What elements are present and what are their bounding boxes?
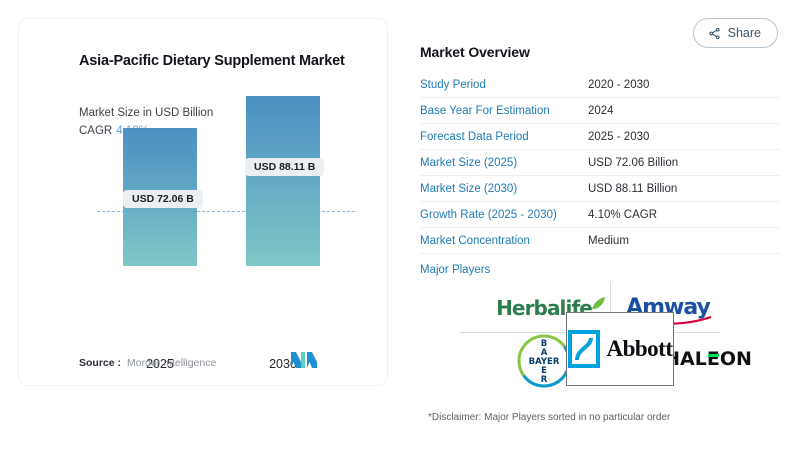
row-key: Growth Rate (2025 - 2030) (420, 208, 557, 221)
row-value: 2020 - 2030 (588, 78, 650, 91)
overview-row-forecast-period: Forecast Data Period 2025 - 2030 (420, 124, 780, 150)
source-label: Source : (79, 357, 122, 369)
overview-row-growth-rate: Growth Rate (2025 - 2030) 4.10% CAGR (420, 202, 780, 228)
logo-grid-vertical-divider (610, 282, 611, 330)
major-players-label: Major Players (420, 264, 491, 276)
svg-text:A: A (541, 348, 548, 358)
bar-2030 (246, 96, 320, 266)
row-key: Market Concentration (420, 234, 530, 247)
row-value: USD 88.11 Billion (588, 182, 678, 195)
overview-row-market-concentration: Market Concentration Medium (420, 228, 780, 254)
chart-source: Source : Mordor Intelligence (79, 357, 216, 369)
chart-card: Asia-Pacific Dietary Supplement Market M… (18, 18, 388, 386)
bayer-cross-logo: B A BAYER E R (517, 334, 571, 388)
row-key: Study Period (420, 78, 486, 91)
haleon-accent-bar (708, 353, 720, 357)
share-button[interactable]: Share (692, 18, 778, 48)
abbott-wordmark: Abbott (606, 336, 673, 361)
chart-plot-area: USD 72.06 B USD 88.11 B 2025 2030 (19, 19, 387, 385)
player-logo-abbott: Abbott (566, 312, 674, 386)
row-key: Base Year For Estimation (420, 104, 550, 117)
herbalife-leaf-icon (591, 297, 605, 309)
row-key: Market Size (2030) (420, 182, 518, 195)
bar-label-2025: USD 72.06 B (123, 190, 203, 208)
disclaimer-text: *Disclaimer: Major Players sorted in no … (428, 412, 671, 423)
row-value: USD 72.06 Billion (588, 156, 679, 169)
overview-row-market-size-2030: Market Size (2030) USD 88.11 Billion (420, 176, 780, 202)
chart-subtitle: Market Size in USD Billion (79, 107, 214, 119)
row-value: 2024 (588, 104, 614, 117)
bar-label-2030: USD 88.11 B (245, 158, 325, 176)
mordor-intelligence-logo (291, 352, 317, 373)
chart-title: Asia-Pacific Dietary Supplement Market (79, 53, 345, 69)
row-value: Medium (588, 234, 629, 247)
haleon-wordmark: HALEON (664, 347, 752, 370)
chart-cagr-label: CAGR (79, 125, 113, 137)
svg-text:B: B (541, 339, 547, 349)
row-value: 4.10% CAGR (588, 208, 658, 221)
source-name: Mordor Intelligence (127, 357, 217, 369)
overview-row-study-period: Study Period 2020 - 2030 (420, 72, 780, 98)
overview-row-market-size-2025: Market Size (2025) USD 72.06 Billion (420, 150, 780, 176)
row-key: Market Size (2025) (420, 156, 518, 169)
share-button-label: Share (727, 26, 761, 40)
player-logo-haleon: HALEON (660, 338, 756, 380)
x-tick-2025: 2025 (146, 357, 174, 371)
overview-row-base-year: Base Year For Estimation 2024 (420, 98, 780, 124)
row-key: Forecast Data Period (420, 130, 529, 143)
x-tick-2030: 2030 (269, 357, 297, 371)
reference-dashed-line (97, 211, 355, 212)
overview-title: Market Overview (420, 44, 530, 60)
player-logo-bayer: B A BAYER E R (504, 334, 584, 388)
share-icon (708, 27, 721, 40)
svg-text:R: R (541, 375, 548, 385)
abbott-a-icon (568, 330, 601, 368)
svg-text:BAYER: BAYER (529, 357, 560, 367)
market-overview-panel: Market Overview Study Period 2020 - 2030… (420, 44, 780, 276)
svg-text:E: E (541, 366, 547, 376)
row-value: 2025 - 2030 (588, 130, 650, 143)
